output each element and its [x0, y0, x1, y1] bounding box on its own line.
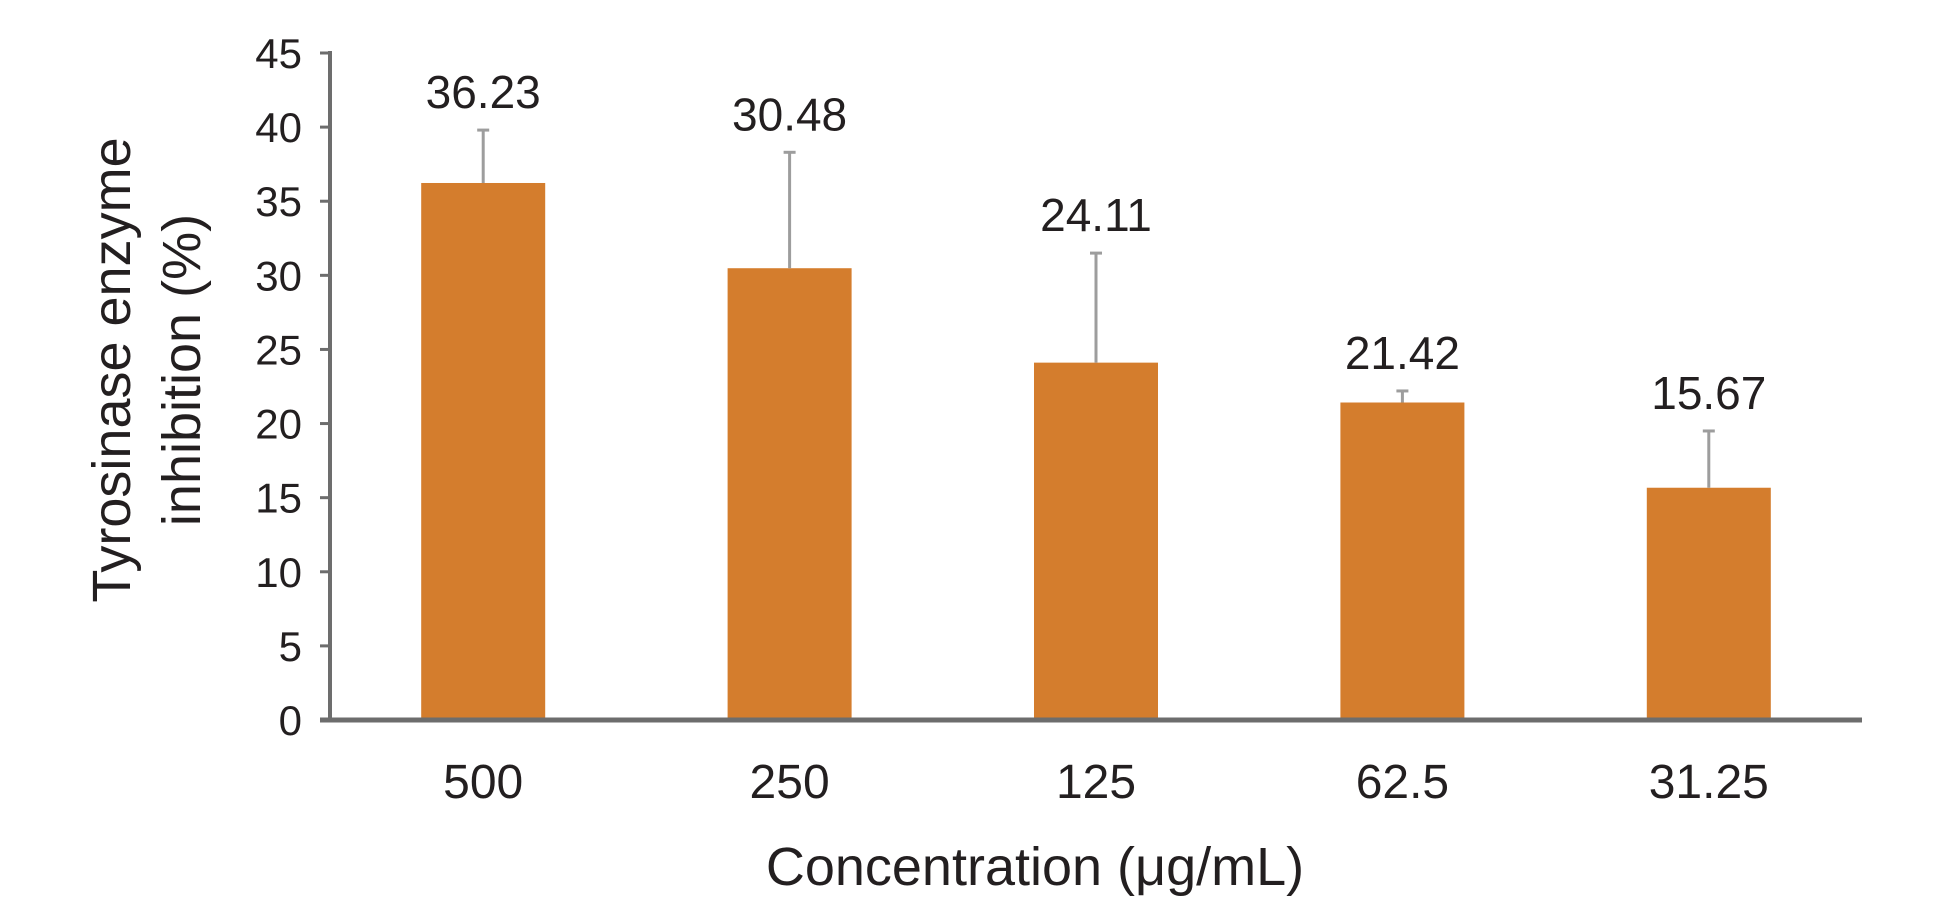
- y-tick-label: 30: [255, 252, 302, 299]
- y-tick-label: 35: [255, 178, 302, 225]
- y-tick-label: 10: [255, 549, 302, 596]
- y-axis-title: Tyrosinase enzyme inhibition (%): [82, 137, 212, 602]
- y-axis-title-line-2: inhibition (%): [152, 214, 212, 526]
- x-tick-label: 31.25: [1649, 756, 1769, 809]
- data-label: 15.67: [1651, 367, 1766, 419]
- data-label: 30.48: [732, 88, 847, 140]
- y-tick-label: 20: [255, 401, 302, 448]
- data-label: 24.11: [1040, 189, 1152, 241]
- bar: [1340, 402, 1465, 720]
- x-tick-label: 500: [443, 756, 523, 809]
- data-label: 21.42: [1345, 327, 1460, 379]
- bar: [421, 182, 546, 720]
- plot-area: 0 5 10 15 20 25 30 35 40 45 36.23 500 30.48 250 24.11 1…: [255, 30, 1862, 809]
- y-tick-label: 40: [255, 104, 302, 151]
- y-tick-label: 25: [255, 326, 302, 373]
- x-tick-label: 250: [750, 756, 830, 809]
- y-axis-title-line-1: Tyrosinase enzyme: [82, 137, 142, 602]
- bar: [1034, 362, 1158, 720]
- y-tick-label: 0: [279, 697, 302, 744]
- bar: [1646, 487, 1771, 720]
- x-tick-label: 62.5: [1356, 756, 1449, 809]
- y-tick-label: 15: [255, 475, 302, 522]
- bar: [727, 268, 852, 720]
- y-tick-label: 5: [279, 623, 302, 670]
- data-label: 36.23: [426, 66, 541, 118]
- x-axis-title: Concentration (μg/mL): [766, 837, 1304, 897]
- y-tick-label: 45: [255, 30, 302, 77]
- x-tick-label: 125: [1056, 756, 1136, 809]
